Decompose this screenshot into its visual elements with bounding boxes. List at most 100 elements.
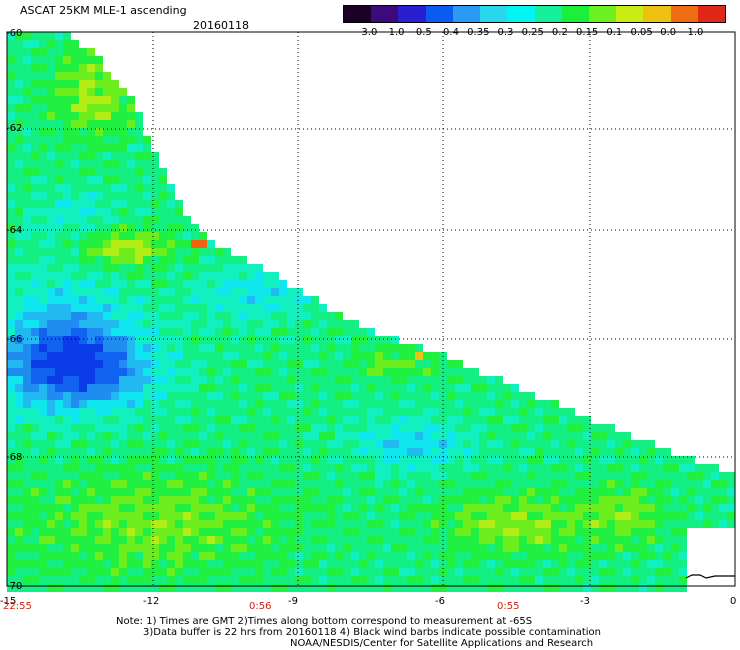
map-cell xyxy=(295,328,303,336)
map-cell xyxy=(15,464,23,472)
map-cell xyxy=(239,256,247,264)
map-cell xyxy=(295,584,303,592)
map-cell xyxy=(487,400,495,408)
map-cell xyxy=(159,408,167,416)
map-cell xyxy=(383,560,391,568)
map-cell xyxy=(527,424,535,432)
map-cell xyxy=(463,424,471,432)
map-cell xyxy=(247,320,255,328)
map-cell xyxy=(255,320,263,328)
map-cell xyxy=(215,384,223,392)
map-cell xyxy=(407,456,415,464)
map-cell xyxy=(487,384,495,392)
map-cell xyxy=(23,248,31,256)
map-cell xyxy=(63,504,71,512)
map-cell xyxy=(407,384,415,392)
map-cell xyxy=(551,480,559,488)
map-cell xyxy=(55,336,63,344)
map-cell xyxy=(223,536,231,544)
map-cell xyxy=(71,288,79,296)
map-cell xyxy=(167,216,175,224)
map-cell xyxy=(39,312,47,320)
map-cell xyxy=(7,272,15,280)
map-cell xyxy=(319,512,327,520)
map-cell xyxy=(175,288,183,296)
map-cell xyxy=(79,392,87,400)
map-cell xyxy=(343,360,351,368)
map-cell xyxy=(119,328,127,336)
map-cell xyxy=(207,552,215,560)
map-cell xyxy=(39,80,47,88)
map-cell xyxy=(119,120,127,128)
map-cell xyxy=(143,136,151,144)
map-cell xyxy=(55,360,63,368)
map-cell xyxy=(175,488,183,496)
map-cell xyxy=(311,416,319,424)
map-cell xyxy=(55,448,63,456)
map-cell xyxy=(143,192,151,200)
map-cell xyxy=(31,392,39,400)
map-cell xyxy=(655,464,663,472)
map-cell xyxy=(31,400,39,408)
map-cell xyxy=(7,104,15,112)
map-cell xyxy=(15,312,23,320)
map-cell xyxy=(95,400,103,408)
map-cell xyxy=(335,424,343,432)
map-cell xyxy=(15,144,23,152)
map-cell xyxy=(271,288,279,296)
map-cell xyxy=(135,216,143,224)
map-cell xyxy=(55,512,63,520)
map-cell xyxy=(575,520,583,528)
map-cell xyxy=(63,216,71,224)
map-cell xyxy=(231,352,239,360)
map-cell xyxy=(127,264,135,272)
map-cell xyxy=(247,544,255,552)
map-cell xyxy=(143,456,151,464)
map-cell xyxy=(375,424,383,432)
map-cell xyxy=(31,480,39,488)
map-cell xyxy=(23,480,31,488)
map-cell xyxy=(239,416,247,424)
map-cell xyxy=(623,472,631,480)
map-cell xyxy=(71,136,79,144)
map-cell xyxy=(199,344,207,352)
map-cell xyxy=(55,136,63,144)
map-cell xyxy=(119,192,127,200)
map-cell xyxy=(15,376,23,384)
map-cell xyxy=(607,504,615,512)
map-cell xyxy=(31,344,39,352)
map-cell xyxy=(207,528,215,536)
map-cell xyxy=(247,576,255,584)
map-cell xyxy=(247,368,255,376)
map-cell xyxy=(503,544,511,552)
map-cell xyxy=(23,520,31,528)
map-cell xyxy=(575,560,583,568)
map-cell xyxy=(239,464,247,472)
map-cell xyxy=(7,496,15,504)
map-cell xyxy=(151,344,159,352)
map-cell xyxy=(375,480,383,488)
map-cell xyxy=(295,528,303,536)
map-cell xyxy=(15,520,23,528)
map-cell xyxy=(719,504,727,512)
map-cell xyxy=(151,512,159,520)
map-cell xyxy=(167,312,175,320)
map-cell xyxy=(263,544,271,552)
colorbar-swatch xyxy=(452,6,481,22)
map-cell xyxy=(79,544,87,552)
map-cell xyxy=(415,552,423,560)
map-cell xyxy=(55,248,63,256)
map-cell xyxy=(87,400,95,408)
map-cell xyxy=(327,352,335,360)
map-cell xyxy=(215,320,223,328)
map-cell xyxy=(271,272,279,280)
map-cell xyxy=(207,344,215,352)
map-cell xyxy=(615,536,623,544)
map-cell xyxy=(207,568,215,576)
map-cell xyxy=(311,400,319,408)
map-cell xyxy=(599,568,607,576)
map-cell xyxy=(519,400,527,408)
map-cell xyxy=(335,328,343,336)
map-cell xyxy=(247,280,255,288)
map-cell xyxy=(31,80,39,88)
